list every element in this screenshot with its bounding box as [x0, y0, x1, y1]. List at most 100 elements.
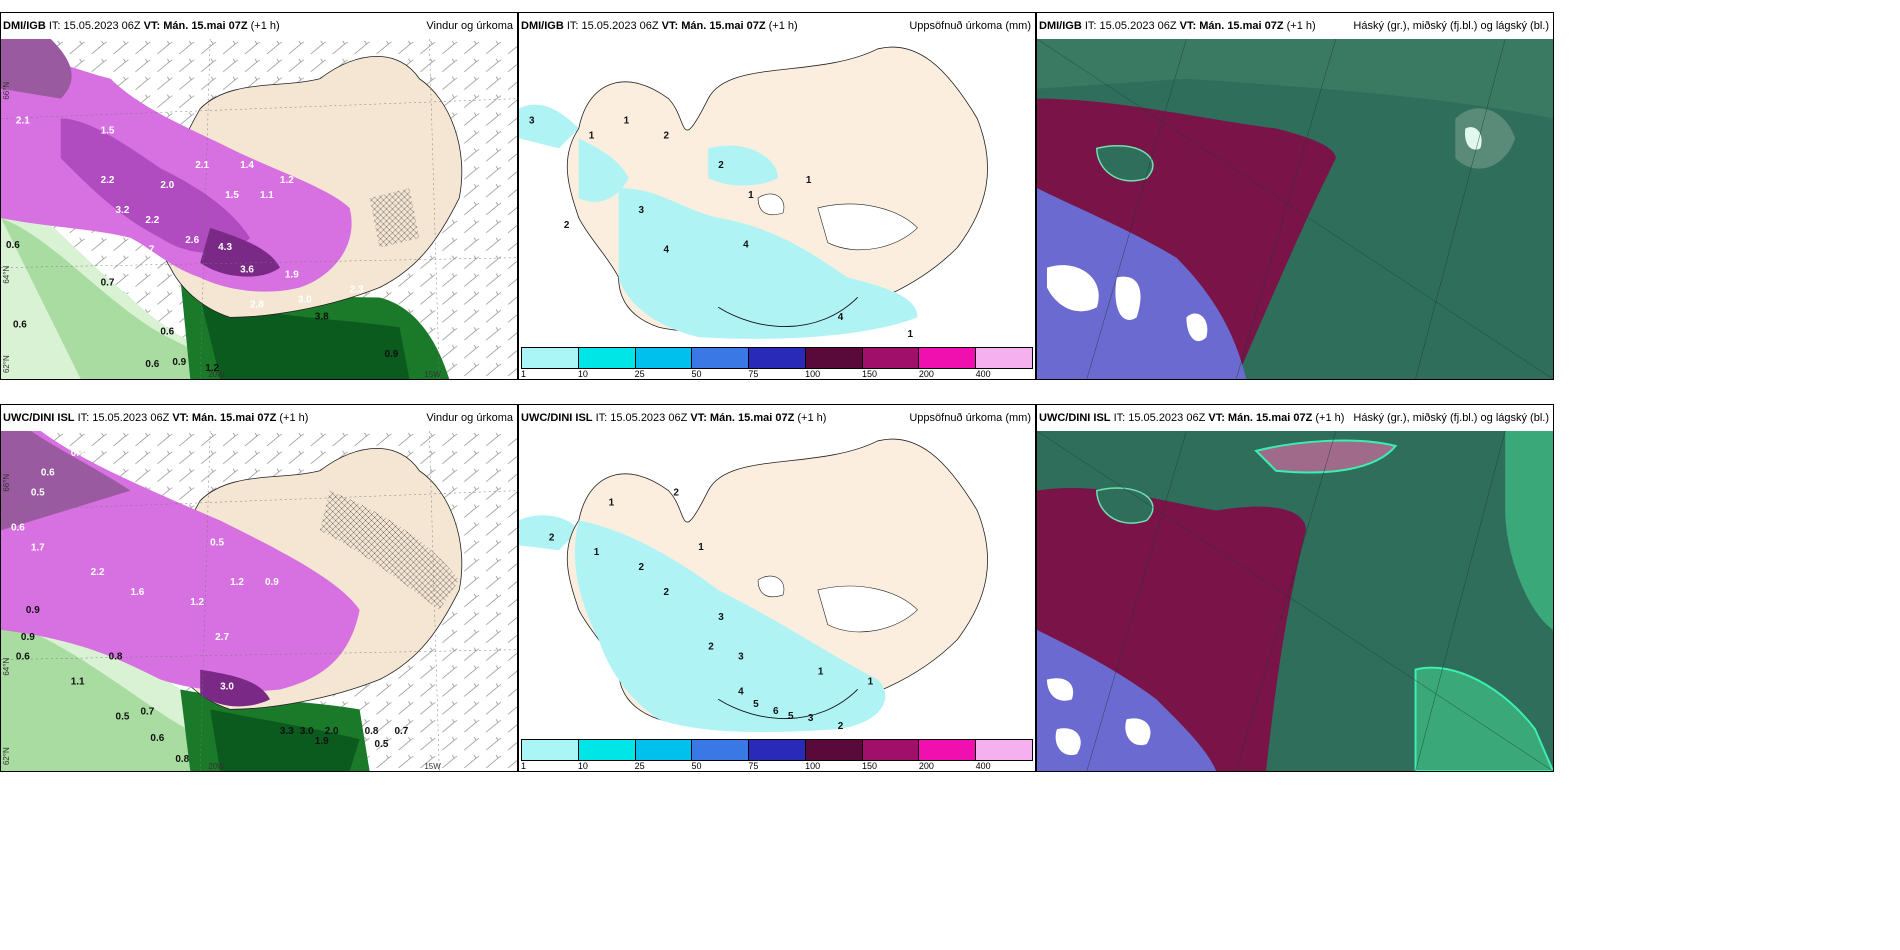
legend-swatch [522, 348, 579, 368]
legend-swatch [805, 348, 863, 368]
legend-label: 25 [634, 761, 645, 771]
legend-label: 400 [975, 761, 991, 771]
valid-time-label: VT: [172, 412, 189, 424]
precip-value: 1 [624, 115, 630, 126]
wind-value: 0.7 [140, 706, 154, 717]
wind-value: 3.2 [116, 205, 130, 216]
legend-swatch [862, 348, 920, 368]
wind-value: 1.4 [240, 160, 254, 171]
wind-map: 0.4 0.6 0.5 0.5 0.6 1.7 2.2 1.6 1.2 1.2 … [1, 431, 517, 771]
model-name: DMI/IGB [1039, 20, 1082, 32]
precip-value: 2 [549, 532, 555, 543]
init-time: IT: 15.05.2023 06Z [77, 412, 170, 424]
wind-value: 1.5 [225, 190, 239, 201]
precip-map: 3 1 2 1 2 1 3 4 4 2 1 4 1 [519, 39, 1035, 347]
wind-value: 0.6 [150, 733, 164, 744]
lead-time: (+1 h) [279, 412, 309, 424]
legend-label: 10 [577, 369, 588, 379]
wind-value: 1.6 [130, 587, 144, 598]
lead-time: (+1 h) [1315, 412, 1345, 424]
legend-swatch [749, 348, 806, 368]
wind-value: 0.9 [21, 632, 35, 643]
valid-time-label: VT: [690, 412, 707, 424]
legend-swatch [578, 740, 636, 760]
wind-value: 0.9 [385, 349, 399, 360]
wind-value: 2.1 [16, 116, 30, 127]
legend-swatch [862, 740, 920, 760]
valid-time: Mán. 15.mai 07Z [709, 412, 795, 424]
panel-header: DMI/IGB IT: 15.05.2023 06Z VT: Mán. 15.m… [1037, 13, 1553, 39]
init-time: IT: 15.05.2023 06Z [1084, 20, 1177, 32]
panel-title: Vindur og úrkoma [426, 20, 513, 32]
wind-value: 2.8 [250, 299, 264, 310]
precip-value: 1 [907, 329, 913, 340]
accum-precip-panel-top: DMI/IGB IT: 15.05.2023 06Z VT: Mán. 15.m… [518, 12, 1036, 380]
wind-value: 4.3 [218, 242, 232, 253]
wind-value: 1.1 [71, 677, 85, 688]
precip-value: 1 [594, 547, 600, 558]
wind-value: 1.2 [280, 175, 294, 186]
wind-value: 0.4 [71, 448, 85, 459]
precip-legend [521, 739, 1033, 761]
precip-value: 4 [838, 312, 844, 323]
init-time: IT: 15.05.2023 06Z [1113, 412, 1206, 424]
init-time: IT: 15.05.2023 06Z [566, 20, 659, 32]
wind-value: 1.7 [31, 542, 45, 553]
valid-time: Mán. 15.mai 07Z [191, 412, 277, 424]
valid-time-label: VT: [143, 20, 161, 32]
wind-value: 1.2 [230, 577, 244, 588]
model-name: DMI/IGB [3, 20, 46, 32]
legend-swatch [976, 348, 1033, 368]
precip-value: 3 [808, 713, 814, 724]
legend-label: 100 [805, 761, 821, 771]
lat-label: 66°N [2, 474, 11, 492]
wind-value: 3.0 [220, 681, 234, 692]
legend-label: 200 [918, 761, 934, 771]
wind-value: 0.5 [31, 488, 45, 499]
precip-value: 2 [639, 562, 645, 573]
accum-precip-panel-bottom: UWC/DINI ISL IT: 15.05.2023 06Z VT: Mán.… [518, 404, 1036, 772]
precip-value: 1 [868, 676, 874, 687]
wind-precip-panel-bottom: UWC/DINI ISL IT: 15.05.2023 06Z VT: Mán.… [0, 404, 518, 772]
wind-value: 2.7 [215, 632, 229, 643]
legend-label: 100 [805, 369, 821, 379]
wind-value: 1.9 [315, 736, 329, 747]
lead-time: (+1 h) [1286, 20, 1316, 32]
legend-label: 1 [521, 369, 527, 379]
precip-value: 1 [589, 130, 595, 141]
lon-label: 20W [208, 370, 225, 379]
lead-time: (+1 h) [250, 20, 280, 32]
precip-value: 2 [564, 220, 570, 231]
wind-value: 2.2 [145, 215, 159, 226]
panel-header: UWC/DINI ISL IT: 15.05.2023 06Z VT: Mán.… [1037, 405, 1553, 431]
wind-value: 3.0 [298, 294, 312, 305]
lat-label: 62°N [2, 747, 11, 765]
precip-value: 2 [663, 587, 669, 598]
legend-swatch [805, 740, 863, 760]
wind-value: 0.8 [109, 652, 123, 663]
legend-swatch [692, 740, 750, 760]
legend-labels: 1 10 25 50 75 100 150 200 400 [521, 369, 1033, 379]
wind-value: 2.2 [101, 175, 115, 186]
precip-value: 1 [806, 175, 812, 186]
precip-value: 1 [609, 498, 615, 509]
panel-title: Vindur og úrkoma [426, 412, 513, 424]
wind-value: 2.1 [195, 160, 209, 171]
valid-time: Mán. 15.mai 07Z [1227, 412, 1313, 424]
panel-title: Háský (gr.), miðský (fj.bl.) og lágský (… [1353, 412, 1549, 424]
valid-time-label: VT: [661, 20, 679, 32]
legend-label: 400 [975, 369, 991, 379]
panel-title: Uppsöfnuð úrkoma (mm) [909, 412, 1031, 424]
legend-swatch [919, 348, 977, 368]
panel-title: Háský (gr.), miðský (fj.bl.) og lágský (… [1353, 20, 1549, 32]
legend-label: 25 [634, 369, 645, 379]
legend-swatch [919, 740, 977, 760]
model-name: UWC/DINI ISL [3, 412, 75, 424]
lead-time: (+1 h) [797, 412, 827, 424]
wind-value: 2.0 [160, 180, 174, 191]
cloud-map [1037, 39, 1553, 379]
wind-value: 3.8 [315, 311, 329, 322]
legend-swatch [692, 348, 750, 368]
lat-label: 64°N [2, 658, 11, 676]
wind-value: 3.6 [240, 265, 254, 276]
